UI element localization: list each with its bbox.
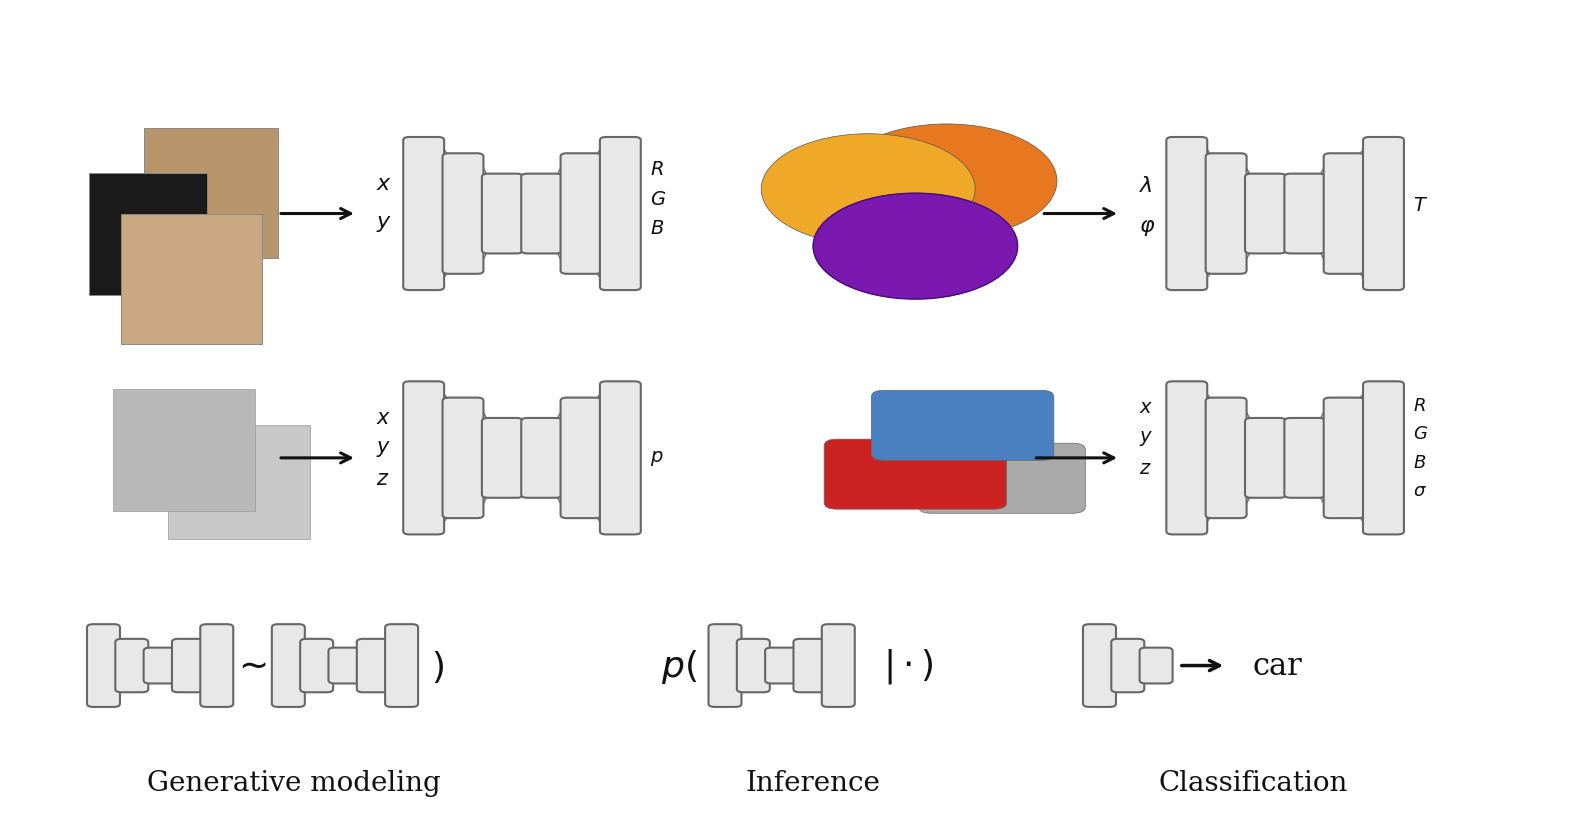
Text: $)$: $)$ [431,648,444,684]
FancyBboxPatch shape [144,129,278,259]
FancyBboxPatch shape [1206,398,1246,518]
Text: $z$: $z$ [376,469,388,488]
FancyBboxPatch shape [521,174,562,254]
Text: $y$: $y$ [376,211,392,233]
FancyBboxPatch shape [1284,174,1325,254]
FancyBboxPatch shape [385,624,418,707]
Text: $p$: $p$ [651,449,663,468]
FancyBboxPatch shape [1323,154,1364,274]
FancyBboxPatch shape [561,398,602,518]
FancyBboxPatch shape [300,639,333,692]
FancyBboxPatch shape [144,648,177,684]
Circle shape [837,124,1056,238]
FancyBboxPatch shape [115,639,148,692]
FancyBboxPatch shape [1167,382,1208,535]
Text: Classification: Classification [1159,769,1348,796]
Text: $\sim p($: $\sim p($ [231,647,311,685]
FancyBboxPatch shape [442,398,483,518]
Text: $p($: $p($ [662,647,698,685]
FancyBboxPatch shape [482,419,523,498]
FancyBboxPatch shape [872,391,1053,461]
Text: $y$: $y$ [1138,428,1153,447]
FancyBboxPatch shape [1244,419,1285,498]
FancyBboxPatch shape [120,215,262,345]
FancyBboxPatch shape [766,648,797,684]
FancyBboxPatch shape [172,639,205,692]
FancyBboxPatch shape [482,174,523,254]
Text: $x$: $x$ [1138,399,1153,417]
FancyBboxPatch shape [1083,624,1116,707]
Text: $z$: $z$ [1138,459,1151,477]
FancyBboxPatch shape [737,639,771,692]
Text: $B$: $B$ [1413,454,1426,472]
FancyBboxPatch shape [1206,154,1246,274]
FancyBboxPatch shape [167,426,309,540]
Text: $R$: $R$ [1413,396,1426,414]
Text: $B$: $B$ [651,220,665,238]
Text: $R$: $R$ [651,161,663,179]
Text: $T$: $T$ [1413,197,1429,215]
Text: $x$: $x$ [376,172,392,194]
Text: $\sigma$: $\sigma$ [1413,482,1427,500]
Text: $y$: $y$ [376,438,390,459]
Circle shape [813,194,1017,300]
FancyBboxPatch shape [403,382,444,535]
Text: $\lambda$: $\lambda$ [1138,174,1153,197]
FancyBboxPatch shape [521,419,562,498]
FancyBboxPatch shape [1112,639,1145,692]
FancyBboxPatch shape [821,624,854,707]
Text: $x$: $x$ [376,408,390,428]
Text: Generative modeling: Generative modeling [147,769,441,796]
Circle shape [761,134,976,245]
FancyBboxPatch shape [114,389,254,511]
FancyBboxPatch shape [357,639,390,692]
FancyBboxPatch shape [919,444,1085,514]
FancyBboxPatch shape [1167,138,1208,291]
FancyBboxPatch shape [1284,419,1325,498]
FancyBboxPatch shape [442,154,483,274]
FancyBboxPatch shape [1363,138,1404,291]
FancyBboxPatch shape [794,639,826,692]
Text: $|\cdot)$: $|\cdot)$ [883,646,933,686]
FancyBboxPatch shape [1363,382,1404,535]
FancyBboxPatch shape [600,138,641,291]
FancyBboxPatch shape [87,624,120,707]
FancyBboxPatch shape [824,440,1007,509]
FancyBboxPatch shape [1140,648,1173,684]
FancyBboxPatch shape [201,624,234,707]
FancyBboxPatch shape [600,382,641,535]
Text: $G$: $G$ [651,191,666,209]
FancyBboxPatch shape [561,154,602,274]
Text: $\varphi$: $\varphi$ [1138,215,1156,238]
FancyBboxPatch shape [272,624,305,707]
FancyBboxPatch shape [403,138,444,291]
FancyBboxPatch shape [1244,174,1285,254]
Text: Inference: Inference [745,769,881,796]
Text: car: car [1252,650,1303,681]
Text: $G$: $G$ [1413,425,1429,443]
FancyBboxPatch shape [90,174,207,296]
FancyBboxPatch shape [1323,398,1364,518]
FancyBboxPatch shape [328,648,362,684]
FancyBboxPatch shape [709,624,742,707]
